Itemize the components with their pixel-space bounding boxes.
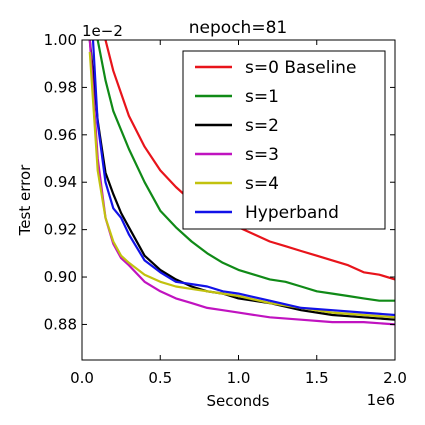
series-layer bbox=[88, 40, 395, 326]
legend: s=0 Baseline s=1 s=2 s=3 s=4 Hyperband bbox=[182, 50, 386, 230]
y-tick-label: 0.92 bbox=[44, 221, 77, 239]
x-tick-label: 0.5 bbox=[148, 369, 172, 387]
y-tick-label: 0.94 bbox=[44, 173, 77, 191]
y-tick-label: 0.98 bbox=[44, 78, 77, 96]
series-line-1 bbox=[96, 40, 395, 302]
ticks-layer: 0.0 0.5 1.0 1.5 2.0 0.88 0.90 0.92 0.94 0.96 0.98 1… bbox=[44, 31, 407, 387]
y-offset-label: 1e−2 bbox=[82, 22, 123, 40]
x-tick-label: 1.5 bbox=[305, 369, 329, 387]
y-tick-label: 1.00 bbox=[44, 31, 77, 49]
legend-label-2: s=2 bbox=[245, 116, 279, 136]
y-tick-label: 0.88 bbox=[44, 315, 77, 333]
y-tick-label: 0.90 bbox=[44, 268, 77, 286]
x-tick-label: 1.0 bbox=[227, 369, 251, 387]
plot-frame bbox=[81, 39, 396, 361]
x-tick-label: 2.0 bbox=[383, 369, 407, 387]
chart-title: nepoch=81 bbox=[189, 18, 287, 38]
legend-label-5: Hyperband bbox=[245, 203, 339, 223]
legend-label-0: s=0 Baseline bbox=[245, 58, 356, 78]
y-tick-label: 0.96 bbox=[44, 126, 77, 144]
x-axis-label: Seconds bbox=[206, 392, 269, 410]
legend-label-1: s=1 bbox=[245, 87, 279, 107]
y-axis-label: Test error bbox=[16, 164, 34, 236]
series-line-0 bbox=[104, 40, 395, 281]
legend-label-3: s=3 bbox=[245, 145, 279, 165]
x-tick-label: 0.0 bbox=[70, 369, 94, 387]
series-line-5 bbox=[91, 40, 395, 317]
x-offset-label: 1e6 bbox=[367, 391, 395, 409]
legend-frame bbox=[182, 50, 386, 230]
legend-label-4: s=4 bbox=[245, 174, 279, 194]
